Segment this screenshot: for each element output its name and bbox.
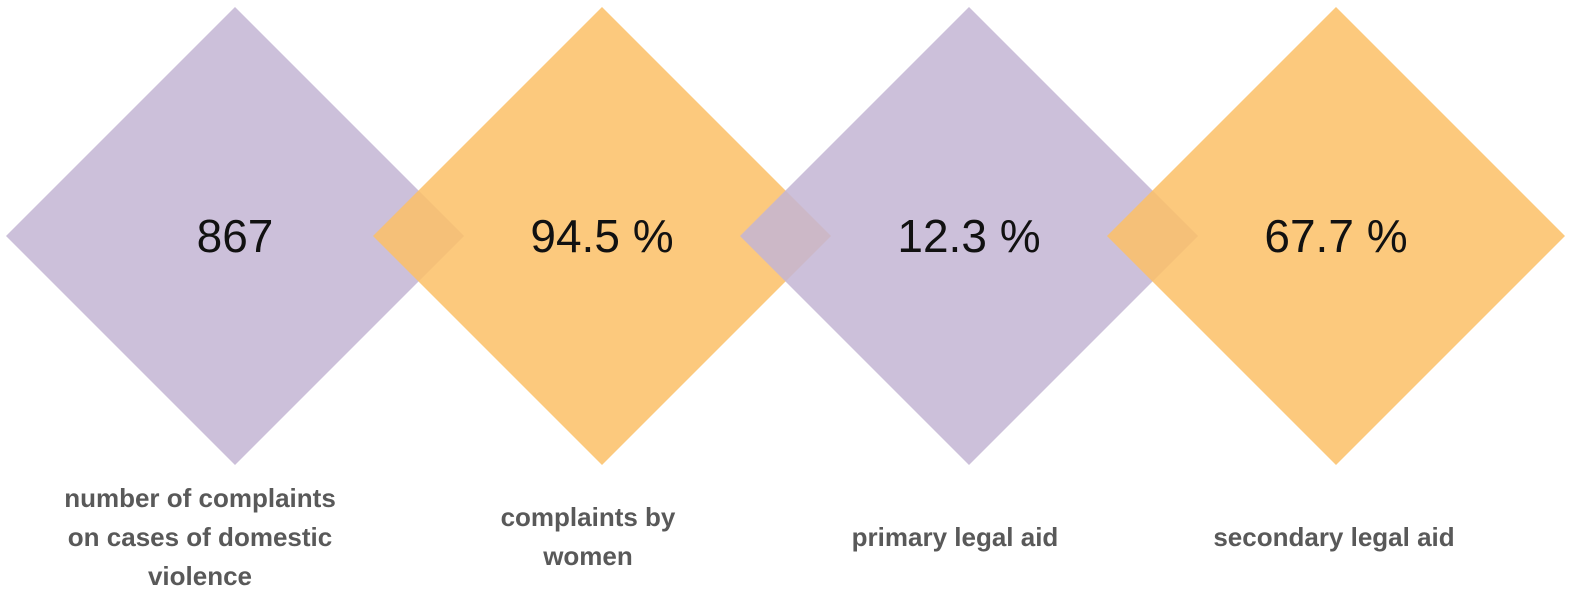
- diamond: [740, 7, 1198, 465]
- item-caption: number of complaints on cases of domesti…: [64, 482, 336, 591]
- caption-box: number of complaints on cases of domesti…: [40, 480, 360, 594]
- diamond: [1107, 7, 1565, 465]
- item-caption: secondary legal aid: [1213, 521, 1455, 552]
- item-value: 67.7 %: [1264, 210, 1408, 262]
- diamond: [6, 7, 464, 465]
- caption-box: complaints by women: [428, 480, 748, 594]
- item-caption: complaints by women: [500, 502, 676, 571]
- item-caption: primary legal aid: [851, 521, 1059, 552]
- item-value: 867: [196, 210, 274, 262]
- caption-box: primary legal aid: [795, 480, 1115, 594]
- item-value: 12.3 %: [897, 210, 1041, 262]
- diamond: [373, 7, 831, 465]
- caption-box: secondary legal aid: [1174, 480, 1494, 594]
- item-value: 94.5 %: [530, 210, 674, 262]
